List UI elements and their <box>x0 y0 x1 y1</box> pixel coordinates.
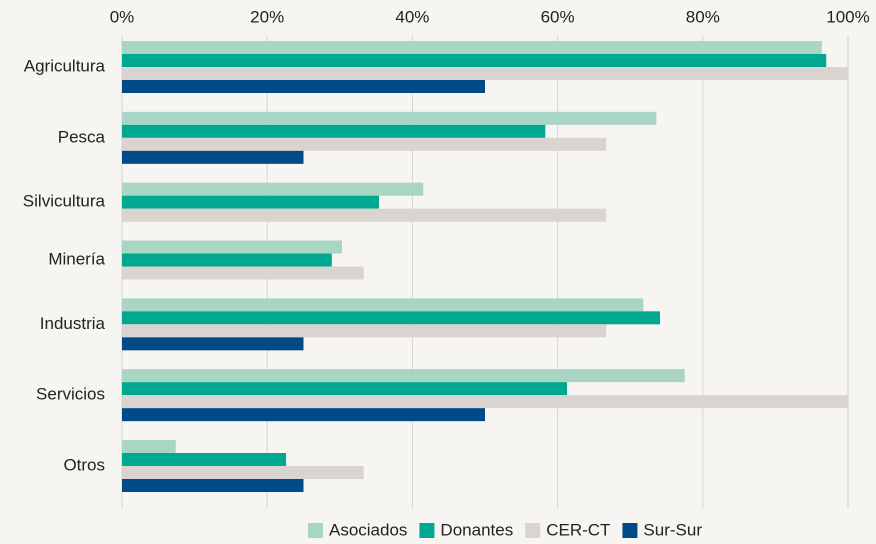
x-tick-label: 80% <box>686 7 720 26</box>
y-tick-label: Industria <box>40 314 106 333</box>
y-tick-label: Minería <box>48 249 105 268</box>
y-tick-label: Otros <box>63 455 105 474</box>
bar <box>122 266 364 280</box>
x-tick-label: 100% <box>826 7 869 26</box>
y-tick-label: Silvicultura <box>23 192 106 211</box>
x-tick-label: 40% <box>395 7 429 26</box>
y-tick-label: Pesca <box>58 127 106 146</box>
bar <box>122 195 380 209</box>
bar <box>122 408 485 422</box>
bar <box>122 253 332 267</box>
bar <box>122 137 607 151</box>
legend-label: Sur-Sur <box>643 520 702 539</box>
bar <box>122 324 607 338</box>
bar <box>122 337 304 351</box>
bar <box>122 479 304 492</box>
x-tick-label: 60% <box>541 7 575 26</box>
bar <box>122 311 660 325</box>
bar <box>122 182 424 196</box>
legend-swatch <box>419 523 435 538</box>
bar <box>122 298 644 312</box>
x-tick-label: 20% <box>250 7 284 26</box>
bar <box>122 124 546 138</box>
bar <box>122 240 342 254</box>
bar <box>122 67 848 80</box>
bar <box>122 54 827 67</box>
bar <box>122 453 287 466</box>
legend-label: Donantes <box>440 520 513 539</box>
legend-label: Asociados <box>329 520 407 539</box>
legend-swatch <box>622 523 638 538</box>
legend-swatch <box>307 523 323 538</box>
bar <box>122 150 304 164</box>
legend-label: CER-CT <box>546 520 610 539</box>
x-tick-label: 0% <box>110 7 135 26</box>
bar <box>122 208 607 222</box>
bar <box>122 41 822 54</box>
bar <box>122 369 685 383</box>
bar <box>122 466 364 479</box>
bar <box>122 80 485 93</box>
y-tick-label: Servicios <box>36 385 105 404</box>
bar <box>122 382 568 396</box>
bar <box>122 395 848 409</box>
bar <box>122 440 176 453</box>
legend-swatch <box>525 523 541 538</box>
y-tick-label: Agricultura <box>24 56 106 75</box>
bar <box>122 111 657 125</box>
